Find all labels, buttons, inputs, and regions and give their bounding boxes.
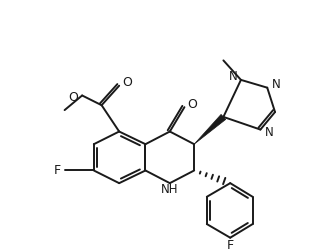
Text: F: F [54, 164, 61, 177]
Text: N: N [229, 71, 238, 83]
Text: NH: NH [161, 183, 179, 197]
Text: O: O [122, 76, 132, 89]
Text: O: O [68, 91, 78, 104]
Text: N: N [272, 78, 281, 91]
Text: O: O [187, 98, 197, 111]
Text: F: F [227, 239, 234, 252]
Polygon shape [194, 114, 226, 144]
Text: N: N [265, 126, 274, 139]
